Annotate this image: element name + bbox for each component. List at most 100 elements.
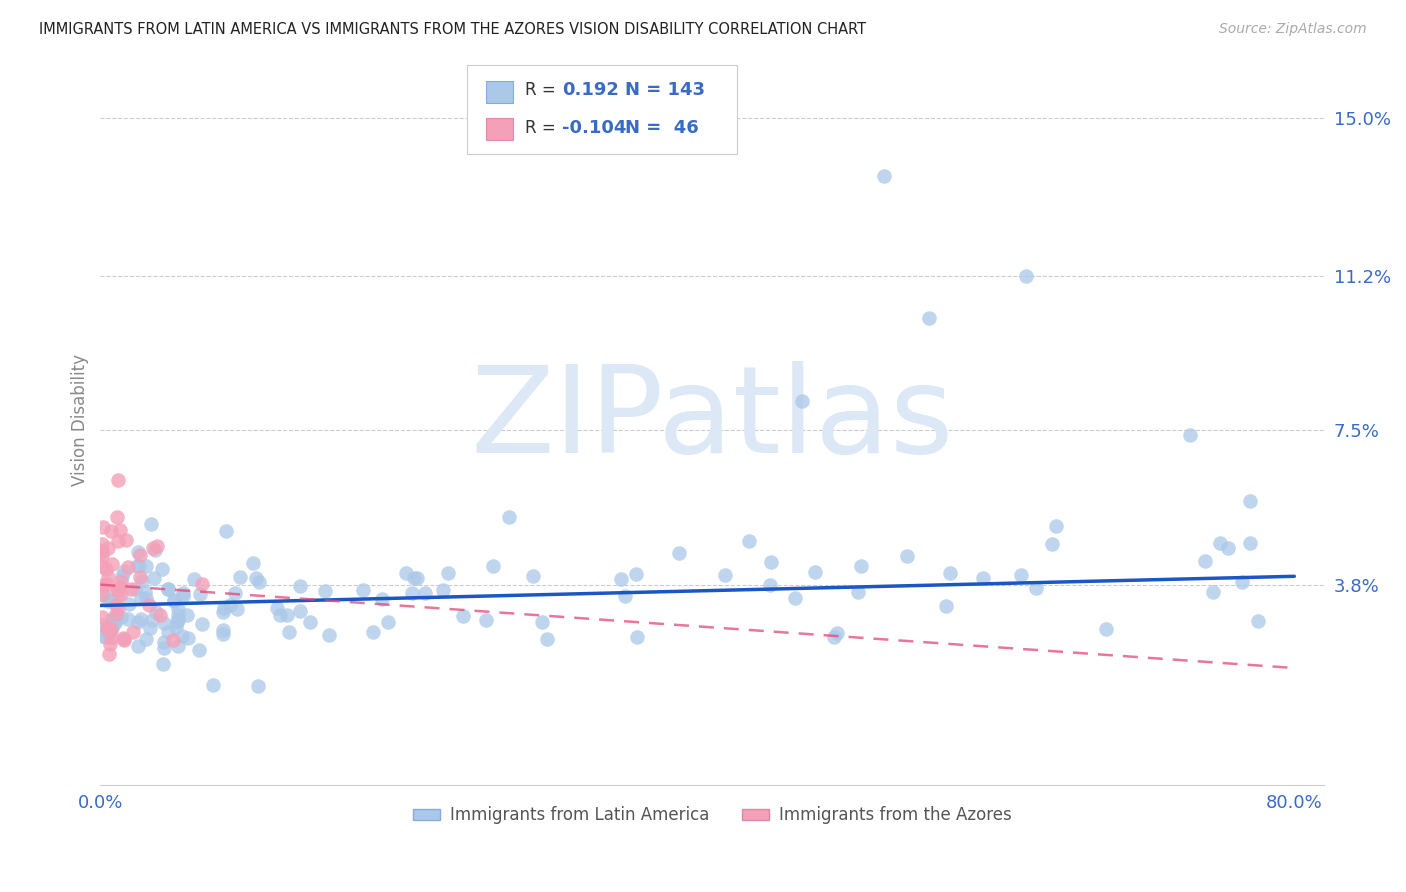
Y-axis label: Vision Disability: Vision Disability [72,354,89,486]
Point [117,560,139,574]
Text: R =: R = [524,119,555,137]
Point [804,565,827,579]
Point [90,537,112,551]
FancyBboxPatch shape [467,64,737,153]
Point [105,609,128,624]
Point [101,621,124,635]
Point [1045,519,1067,533]
Point [110,610,132,624]
Text: Source: ZipAtlas.com: Source: ZipAtlas.com [1219,22,1367,37]
Point [107,601,129,615]
Point [453,609,475,624]
Point [211,605,233,619]
Point [97,620,120,634]
Point [371,591,394,606]
Point [100,612,122,626]
Point [498,509,520,524]
Point [100,524,122,538]
Point [146,539,169,553]
Point [1194,554,1216,568]
Point [112,564,135,578]
Point [90,544,112,558]
Point [127,639,149,653]
Point [107,582,129,596]
Point [114,632,136,647]
Point [1014,269,1036,284]
Point [415,586,437,600]
Point [437,566,460,581]
Point [90,617,112,632]
Point [96,624,118,639]
Point [288,579,311,593]
Text: -0.104: -0.104 [562,119,626,137]
Point [917,310,939,325]
Point [626,630,648,644]
Point [1025,581,1047,595]
Point [395,566,418,580]
Point [266,601,288,615]
Point [825,625,848,640]
Point [188,643,211,657]
Point [972,571,994,585]
Point [142,541,165,555]
Point [1239,536,1261,550]
Point [134,585,156,599]
Point [120,582,142,596]
Point [873,169,896,183]
Point [759,578,782,592]
Point [167,607,190,622]
Point [177,632,200,646]
Point [172,585,194,599]
Point [896,549,918,563]
Point [314,583,336,598]
Point [91,520,114,534]
Point [212,600,235,615]
Point [212,626,235,640]
FancyBboxPatch shape [486,119,513,140]
Point [96,621,118,635]
Point [107,588,129,602]
FancyBboxPatch shape [486,80,513,103]
Point [247,574,270,589]
Point [167,613,190,627]
Point [1010,567,1032,582]
Point [242,557,264,571]
Point [1239,494,1261,508]
Point [90,559,112,574]
Point [475,613,498,627]
Point [104,615,127,630]
Point [1218,541,1240,556]
Point [143,543,166,558]
Point [108,523,131,537]
Point [117,598,139,612]
Point [90,549,112,563]
Point [156,625,179,640]
Point [152,657,174,672]
Point [128,548,150,562]
Point [98,624,121,639]
Point [935,599,957,613]
Point [107,582,129,597]
Point [152,616,174,631]
Point [1208,536,1230,550]
Point [610,572,633,586]
Point [94,562,117,576]
Point [105,607,128,621]
Point [531,615,554,629]
Point [117,612,139,626]
Point [139,622,162,636]
Point [1178,427,1201,442]
Point [166,615,188,629]
Point [714,567,737,582]
Point [172,629,194,643]
Point [276,607,298,622]
Point [939,566,962,581]
Point [402,571,425,585]
Point [229,570,252,584]
Point [401,586,423,600]
Point [624,567,647,582]
Text: R =: R = [524,81,555,99]
Point [225,602,247,616]
Point [115,533,138,547]
Point [406,571,429,585]
